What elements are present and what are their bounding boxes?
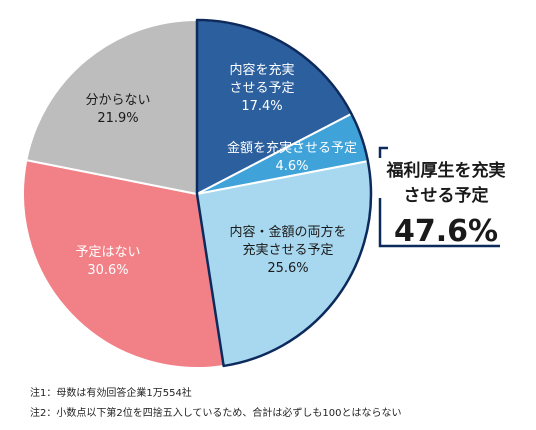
pie-slices — [22, 18, 372, 369]
slice-label-1-line-1: 内容を充実 — [229, 62, 294, 78]
slice-value-label-5: 21.9% — [97, 111, 138, 126]
slice-value-label-2: 4.6% — [275, 159, 308, 174]
slice-label-3-line-2: 充実させる予定 — [242, 242, 333, 258]
slice-label-1-line-2: させる予定 — [229, 81, 294, 96]
group-callout: 福利厚生を充実 させる予定 47.6% — [195, 18, 506, 368]
callout-value: 47.6% — [394, 214, 498, 249]
slice-label-3-line-1: 内容・金額の両方を — [229, 224, 346, 240]
slice-value-label-4: 30.6% — [87, 263, 128, 278]
slice-label-5-line-1: 分からない — [85, 93, 150, 108]
pie-slice-5 — [25, 18, 198, 196]
footnote-1: 注1：母数は有効回答企業1万554社 — [30, 388, 192, 399]
footnote-2: 注2：小数点以下第2位を四捨五入しているため、合計は必ずしも100とはならない — [30, 408, 402, 419]
slice-label-4-line-1: 予定はない — [75, 245, 140, 260]
callout-bracket — [378, 146, 388, 158]
group-outline — [195, 18, 373, 368]
slice-value-label-1: 17.4% — [241, 99, 282, 114]
callout-label-line-1: 福利厚生を充実 — [386, 160, 506, 181]
pie-slice-4 — [22, 158, 225, 369]
callout-label-line-2: させる予定 — [404, 185, 489, 206]
slice-label-2-line-1: 金額を充実させる予定 — [227, 140, 357, 156]
callout-underline — [378, 198, 500, 248]
slice-value-label-3: 25.6% — [267, 261, 308, 276]
